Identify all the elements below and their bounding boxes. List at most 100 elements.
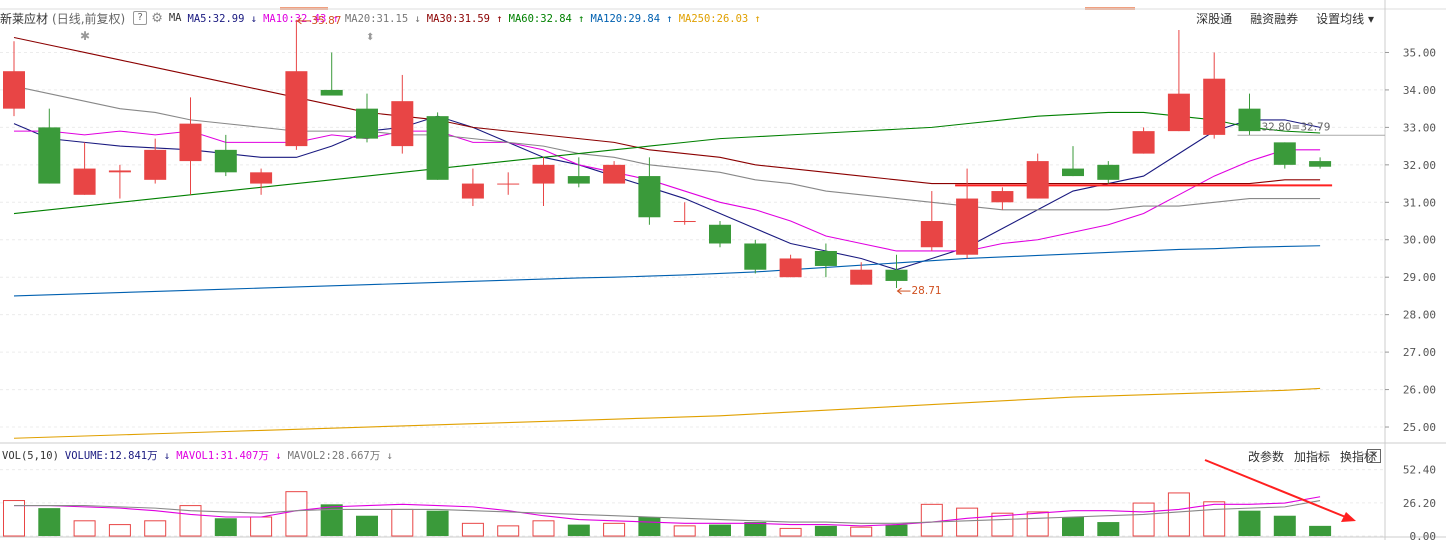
ma-line-ma250: [13, 387, 1321, 439]
volume-bar: [1203, 501, 1226, 537]
add-indicator-button[interactable]: 加指标: [1293, 450, 1330, 464]
candle-body: [532, 164, 555, 184]
volume-bar: [1062, 517, 1084, 536]
close-icon[interactable]: ✕: [1367, 449, 1381, 463]
candle-body: [320, 89, 343, 96]
annotation-label: 28.71: [912, 285, 942, 297]
ma-label: MA: [168, 12, 182, 24]
volume-tick-label: 26.20: [1403, 497, 1436, 510]
updown-marker: ⬍: [366, 32, 374, 43]
candle-body: [391, 101, 414, 147]
ma-legend-item-4: MA60:32.84 ↑: [508, 12, 585, 25]
candle-body: [1062, 168, 1084, 177]
top-tab-strip: [0, 0, 1446, 10]
volume-bar: [38, 508, 61, 536]
volume-bar: [1026, 511, 1049, 537]
volume-tick-label: 0.00: [1410, 530, 1437, 540]
volume-bar: [356, 515, 378, 536]
price-tick-label: 28.00: [1403, 309, 1436, 322]
volume-bar: [250, 516, 273, 537]
ma-line-ma10: [14, 130, 1321, 252]
help-icon[interactable]: ?: [133, 11, 148, 25]
candle-body: [673, 221, 696, 223]
volume-bar: [779, 527, 802, 537]
volume-bar: [744, 522, 767, 536]
candle-body: [356, 108, 378, 139]
switch-indicator-button[interactable]: 换指标: [1339, 450, 1376, 464]
ma-line-ma120: [13, 245, 1321, 297]
toolbar-shengutong-button[interactable]: 深股通: [1196, 12, 1233, 26]
candle-body: [214, 149, 237, 173]
volume-bar: [214, 518, 237, 536]
volume-bar: [285, 491, 308, 537]
red-arrow-head: [1341, 512, 1356, 522]
ma-line-ma60: [13, 111, 1321, 215]
volume-bar: [144, 520, 167, 537]
toolbar-ma-settings-button[interactable]: 设置均线 ▾: [1316, 12, 1374, 26]
annotation-label: 35.87: [311, 15, 341, 27]
volume-bar: [73, 520, 96, 537]
volume-toolbar: 改参数 加指标 换指标: [1248, 448, 1376, 465]
candle-body: [144, 149, 167, 180]
volume-legend: VOLUME:12.841万 ↓ MAVOL1:31.407万 ↓ MAVOL2:2…: [65, 448, 399, 463]
volume-bar: [1309, 525, 1332, 536]
annotation-arrowhead: [296, 17, 302, 25]
price-tick-label: 30.00: [1403, 234, 1436, 247]
gear-icon[interactable]: ⚙: [151, 10, 163, 26]
price-header: 新莱应材 (日线,前复权) ? ⚙ MA MA5:32.99 ↓ MA10:32.…: [0, 8, 767, 28]
candle-body: [744, 243, 767, 270]
ma-legend-item-0: MA5:32.99 ↓: [187, 12, 258, 25]
volume-bar: [956, 507, 979, 537]
volume-bar: [673, 525, 696, 537]
candle-body: [814, 250, 837, 266]
candle-body: [73, 168, 96, 195]
candle-body: [426, 116, 449, 180]
ma-line-ma20: [13, 85, 1321, 211]
volume-label: VOL(5,10): [2, 449, 59, 462]
candle-body: [250, 172, 273, 184]
candle-body: [1026, 161, 1049, 199]
candle-body: [885, 269, 908, 281]
volume-bar: [709, 524, 731, 536]
price-tick-label: 29.00: [1403, 271, 1436, 284]
stock-name: 新莱应材: [0, 11, 49, 26]
volume-header: VOL(5,10) VOLUME:12.841万 ↓ MAVOL1:31.407万…: [2, 448, 405, 463]
candle-body: [1238, 108, 1261, 132]
vol-legend-item-1: MAVOL1:31.407万 ↓: [176, 450, 282, 462]
candle-body: [1167, 93, 1190, 132]
ma-legend-item-5: MA120:29.84 ↑: [590, 12, 673, 25]
toolbar-margin-button[interactable]: 融资融券: [1250, 12, 1299, 26]
annotation-arrowhead: [896, 287, 902, 295]
candle-body: [108, 170, 131, 173]
annotation-label: 32.80=32.79: [1262, 121, 1331, 133]
volume-bar: [532, 520, 555, 537]
change-params-button[interactable]: 改参数: [1247, 450, 1284, 464]
candle-body: [1309, 161, 1332, 167]
candle-body: [638, 176, 661, 218]
candle-body: [285, 71, 308, 147]
volume-bar: [3, 500, 25, 537]
volume-bar: [108, 524, 131, 537]
volume-bar: [1167, 492, 1190, 537]
candle-body: [920, 221, 943, 248]
vol-ma-line-mavol1: [14, 496, 1321, 527]
candle-body: [850, 269, 873, 285]
volume-bar: [179, 505, 202, 537]
volume-bar: [426, 510, 449, 536]
volume-bar: [885, 524, 908, 536]
price-tick-label: 32.00: [1403, 159, 1436, 172]
volume-bar: [391, 508, 414, 537]
candle-body: [603, 164, 626, 184]
price-tick-label: 27.00: [1403, 346, 1436, 359]
volume-bar: [1097, 522, 1120, 536]
price-tick-label: 31.00: [1403, 196, 1436, 209]
candle-body: [38, 127, 61, 184]
volume-tick-label: 52.40: [1403, 464, 1436, 477]
price-toolbar: 深股通 融资融券 设置均线 ▾: [1196, 10, 1374, 27]
price-tick-label: 26.00: [1403, 384, 1436, 397]
candle-body: [1203, 78, 1226, 135]
candle-body: [991, 191, 1014, 203]
candle-body: [1097, 164, 1120, 180]
volume-bar: [603, 522, 626, 537]
